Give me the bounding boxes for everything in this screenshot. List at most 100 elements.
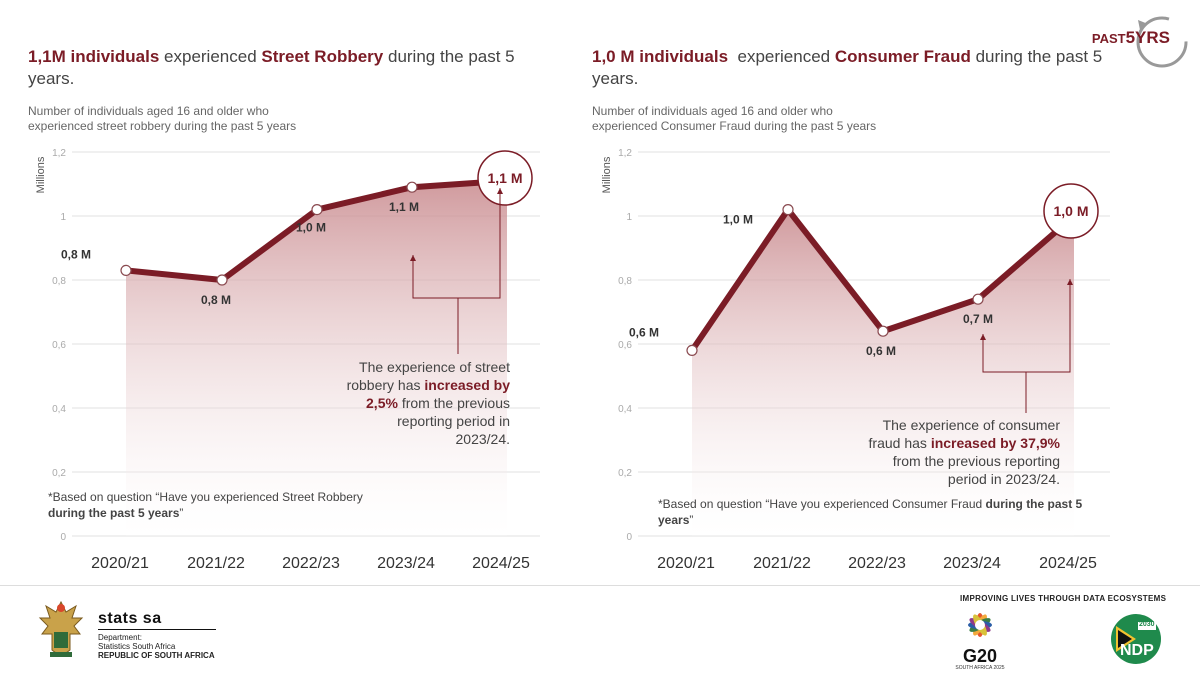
coat-of-arms-icon bbox=[38, 600, 84, 657]
right-xtick-label: 2020/21 bbox=[657, 555, 715, 572]
left-ytick-label: 1 bbox=[60, 212, 66, 223]
stats-rule bbox=[98, 629, 216, 630]
right-subtitle-line1: Number of individuals aged 16 and older … bbox=[592, 104, 833, 118]
left-xtick-label: 2022/23 bbox=[282, 555, 340, 572]
left-area bbox=[126, 180, 507, 537]
right-highlight-circle bbox=[1043, 183, 1099, 239]
right-footnote-pre: *Based on question “Have you experienced… bbox=[658, 497, 986, 511]
department-text: Department: Statistics South Africa REPU… bbox=[98, 633, 215, 660]
left-xtick-label: 2024/25 bbox=[472, 555, 530, 572]
left-ytick-label: 0,4 bbox=[52, 404, 66, 415]
badge-small: PAST bbox=[1091, 31, 1126, 46]
left-bracket bbox=[412, 188, 501, 299]
past-5yrs-label: PAST5YRS bbox=[1092, 28, 1170, 48]
left-xtick-label: 2020/21 bbox=[91, 555, 149, 572]
ndp-logo: 2030 NDP bbox=[1108, 612, 1164, 666]
dept-line2: Statistics South Africa bbox=[98, 642, 176, 651]
dept-line1: Department: bbox=[98, 633, 143, 642]
right-ytick-label: 0,4 bbox=[618, 404, 632, 415]
left-footnote-end: ” bbox=[179, 506, 184, 520]
right-point-label: 0,6 M bbox=[866, 344, 896, 358]
right-title-end: during the past 5 years. bbox=[592, 47, 1103, 88]
right-panel-title: 1,0 M individuals experienced Consumer F… bbox=[592, 46, 1122, 90]
right-point-label: 1,0 M bbox=[723, 213, 753, 227]
left-annotation-line3-post: from the previous bbox=[397, 395, 510, 411]
left-point-label: 0,8 M bbox=[61, 247, 91, 261]
right-footnote-bold2: years bbox=[658, 513, 690, 527]
stats-sa-logo-text: stats sa bbox=[98, 610, 162, 627]
right-bracket-arrow-left bbox=[980, 334, 986, 340]
right-subtitle-line2: experienced Consumer Fraud during the pa… bbox=[592, 119, 877, 133]
left-point-label: 1,0 M bbox=[296, 221, 326, 235]
left-ytick-label: 0,8 bbox=[52, 276, 66, 287]
left-ytick-label: 0 bbox=[60, 532, 66, 543]
right-ytick-label: 0,6 bbox=[618, 340, 632, 351]
right-panel-subtitle: Number of individuals aged 16 and older … bbox=[592, 104, 876, 134]
left-annotation-line2-bold: increased by bbox=[424, 377, 510, 393]
right-ytick-label: 0,8 bbox=[618, 276, 632, 287]
left-data-point bbox=[406, 181, 418, 193]
footer-divider bbox=[0, 585, 1200, 586]
left-data-point bbox=[216, 274, 228, 286]
left-annotation-line5: 2023/24. bbox=[455, 431, 511, 447]
g20-logo: G20 SOUTH AFRICA 2025 bbox=[955, 608, 1005, 671]
right-footnote: *Based on question “Have you experienced… bbox=[658, 496, 1118, 528]
left-footnote-bold: during the past 5 years bbox=[48, 506, 180, 520]
right-footnote-bold1: during the past 5 bbox=[985, 497, 1083, 511]
right-footnote-end: ” bbox=[689, 513, 694, 527]
left-xtick-label: 2021/22 bbox=[187, 555, 245, 572]
left-footnote-line1: *Based on question “Have you experienced… bbox=[48, 490, 363, 504]
left-bracket-arrow-right bbox=[497, 188, 503, 194]
left-ytick-label: 0,6 bbox=[52, 340, 66, 351]
right-xtick-label: 2022/23 bbox=[848, 555, 906, 572]
left-title-mid: experienced bbox=[159, 47, 262, 66]
right-ytick-label: 0,2 bbox=[618, 468, 632, 479]
left-annotation: The experience of street robbery has inc… bbox=[300, 358, 510, 448]
g20-flower-icon bbox=[968, 613, 992, 637]
dept-line3: REPUBLIC OF SOUTH AFRICA bbox=[98, 651, 215, 660]
left-subtitle-line2: experienced street robbery during the pa… bbox=[28, 119, 297, 133]
left-title-bold1: 1,1M individuals bbox=[28, 47, 160, 66]
left-ytick-label: 0,2 bbox=[52, 468, 66, 479]
right-point-label: 0,7 M bbox=[963, 312, 993, 326]
left-panel-title: 1,1M individuals experienced Street Robb… bbox=[28, 46, 528, 90]
past-5yrs-badge-icon bbox=[1136, 16, 1188, 68]
right-point-label: 0,6 M bbox=[629, 325, 659, 339]
right-title-mid: experienced bbox=[728, 47, 835, 66]
left-highlight-label: 1,1 M bbox=[487, 170, 522, 186]
left-title-end: during the past 5 years. bbox=[28, 47, 515, 88]
footer-tagline: IMPROVING LIVES THROUGH DATA ECOSYSTEMS bbox=[960, 594, 1167, 603]
left-panel-subtitle: Number of individuals aged 16 and older … bbox=[28, 104, 296, 134]
left-ytick-label: 1,2 bbox=[52, 148, 66, 159]
right-data-point bbox=[686, 344, 698, 356]
right-area bbox=[692, 209, 1074, 536]
right-xtick-label: 2021/22 bbox=[753, 555, 811, 572]
right-annotation-line3: from the previous reporting bbox=[892, 453, 1060, 469]
ndp-icon bbox=[1111, 614, 1161, 664]
left-annotation-line4: reporting period in bbox=[397, 413, 510, 429]
right-title-bold1: 1,0 M individuals bbox=[592, 47, 729, 66]
left-data-point bbox=[120, 264, 132, 276]
right-data-point bbox=[972, 293, 984, 305]
ndp-year: 2030 bbox=[1139, 621, 1155, 628]
right-ytick-label: 1 bbox=[626, 212, 632, 223]
right-annotation-line4: period in 2023/24. bbox=[947, 471, 1060, 487]
right-xtick-label: 2023/24 bbox=[943, 555, 1001, 572]
left-title-bold2: Street Robbery bbox=[261, 47, 384, 66]
right-ytick-label: 0 bbox=[626, 532, 632, 543]
left-xtick-label: 2023/24 bbox=[377, 555, 435, 572]
right-data-point bbox=[877, 325, 889, 337]
ndp-label: NDP bbox=[1120, 642, 1154, 659]
g20-sub: SOUTH AFRICA 2025 bbox=[955, 665, 1005, 671]
right-annotation-line1: The experience of consumer bbox=[882, 417, 1060, 433]
left-ylabel: Millions bbox=[35, 156, 47, 193]
left-point-label: 1,1 M bbox=[389, 200, 419, 214]
right-ylabel: Millions bbox=[601, 156, 613, 193]
right-annotation: The experience of consumer fraud has inc… bbox=[830, 416, 1060, 488]
left-annotation-line3-bold: 2,5% bbox=[366, 395, 398, 411]
right-title-bold2: Consumer Fraud bbox=[834, 47, 971, 66]
left-subtitle-line1: Number of individuals aged 16 and older … bbox=[28, 104, 269, 118]
right-bracket-arrow-right bbox=[1067, 279, 1073, 285]
left-highlight-circle bbox=[477, 150, 533, 206]
right-ytick-label: 1,2 bbox=[618, 148, 632, 159]
